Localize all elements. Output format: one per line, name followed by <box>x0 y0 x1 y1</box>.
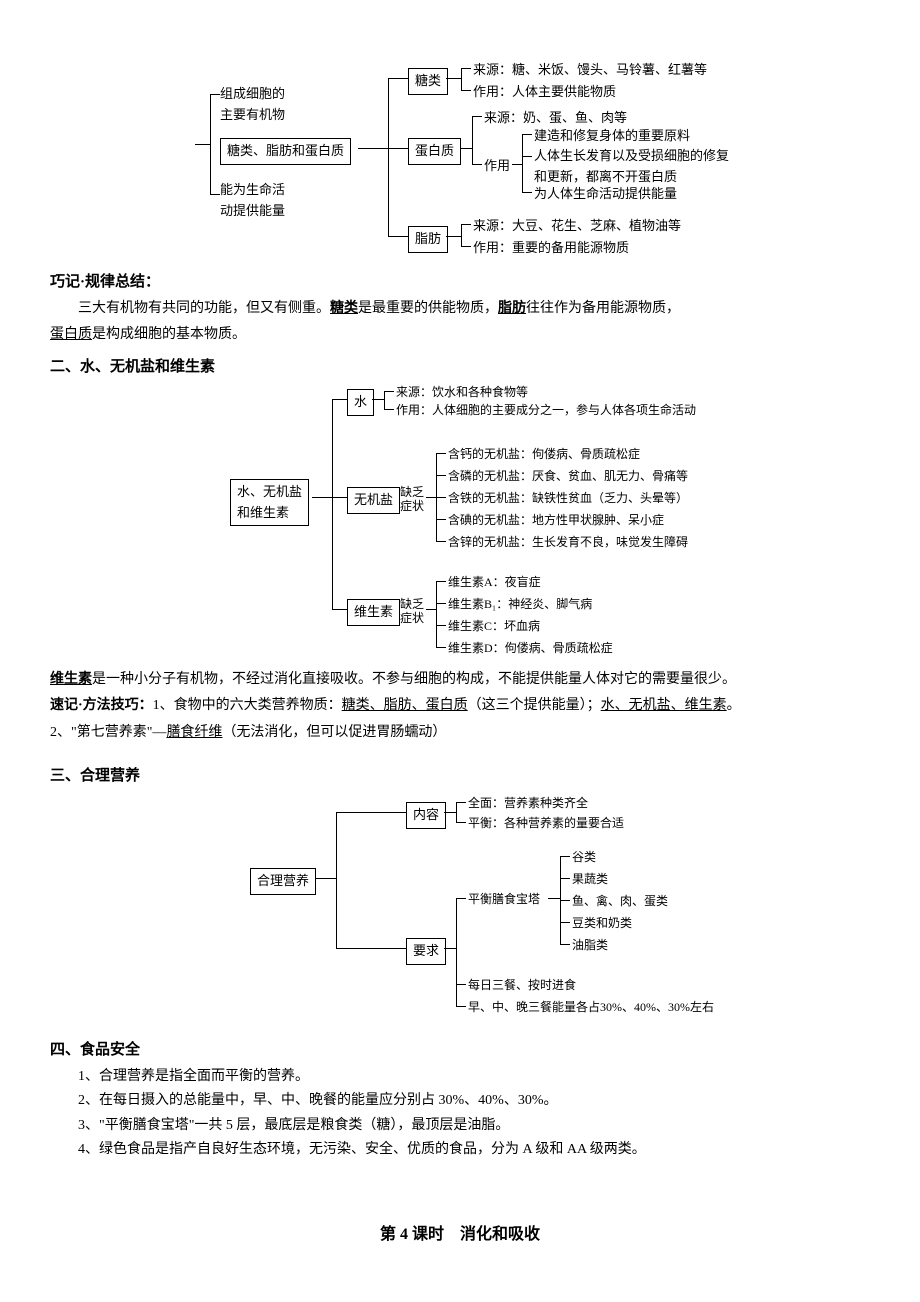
diagram-balanced-diet: 合理营养 内容 全面：营养素种类齐全 平衡：各种营养素的量要合适 要求 平衡膳食… <box>190 798 810 1018</box>
section3-title: 三、合理营养 <box>50 764 870 788</box>
d1-fat-func: 作用：重要的备用能源物质 <box>473 238 629 259</box>
d2-m4: 含碘的无机盐：地方性甲状腺肿、呆小症 <box>448 511 664 530</box>
section4-list: 1、合理营养是指全面而平衡的营养。 2、在每日摄入的总能量中，早、中、晚餐的能量… <box>78 1066 870 1162</box>
d2-v3: 维生素C：坏血病 <box>448 617 540 636</box>
d2-m1: 含钙的无机盐：佝偻病、骨质疏松症 <box>448 445 640 464</box>
tips-p1: 三大有机物有共同的功能，但又有侧重。糖类是最重要的供能物质，脂肪往往作为备用能源… <box>50 298 870 320</box>
quick-memo: 速记·方法技巧：1、食物中的六大类营养物质：糖类、脂肪、蛋白质（这三个提供能量）… <box>50 695 870 717</box>
d2-water: 水 <box>347 389 374 416</box>
d1-sugar-func: 作用：人体主要供能物质 <box>473 82 616 103</box>
d2-v4: 维生素D：佝偻病、骨质疏松症 <box>448 639 613 658</box>
s4-item1: 1、合理营养是指全面而平衡的营养。 <box>78 1066 870 1088</box>
d3-p5: 油脂类 <box>572 936 608 955</box>
d2-water-src: 来源：饮水和各种食物等 <box>396 383 528 402</box>
d2-vitamin: 维生素 <box>347 599 400 626</box>
d1-sugar: 糖类 <box>408 68 448 95</box>
d3-p2: 果蔬类 <box>572 870 608 889</box>
d1-center: 糖类、脂肪和蛋白质 <box>220 138 351 165</box>
d2-mineral-def: 缺乏症状 <box>400 485 424 514</box>
s4-item4: 4、绿色食品是指产自良好生态环境，无污染、安全、优质的食品，分为 A 级和 AA… <box>78 1139 870 1161</box>
section4-title: 四、食品安全 <box>50 1038 870 1062</box>
d2-vitamin-def: 缺乏症状 <box>400 597 424 626</box>
d3-p3: 鱼、禽、肉、蛋类 <box>572 892 668 911</box>
d3-req: 要求 <box>406 938 446 965</box>
d1-left1: 组成细胞的主要有机物 <box>220 84 285 126</box>
d2-mineral: 无机盐 <box>347 487 400 514</box>
fiber-para: 2、"第七营养素"—膳食纤维（无法消化，但可以促进胃肠蠕动） <box>50 722 870 744</box>
d3-r2: 每日三餐、按时进食 <box>468 976 576 995</box>
s4-item2: 2、在每日摄入的总能量中，早、中、晚餐的能量应分别占 30%、40%、30%。 <box>78 1090 870 1112</box>
d3-p4: 豆类和奶类 <box>572 914 632 933</box>
diagram-nutrients: 组成细胞的主要有机物 能为生命活动提供能量 糖类、脂肪和蛋白质 糖类 来源：糖、… <box>110 60 830 260</box>
tips-p2: 蛋白质是构成细胞的基本物质。 <box>50 324 870 346</box>
d3-c2: 平衡：各种营养素的量要合适 <box>468 814 624 833</box>
d3-pyramid: 平衡膳食宝塔 <box>468 890 540 909</box>
d3-content: 内容 <box>406 802 446 829</box>
d3-r3: 早、中、晚三餐能量各占30%、40%、30%左右 <box>468 998 714 1017</box>
next-lesson-title: 第 4 课时 消化和吸收 <box>50 1222 870 1248</box>
d3-c1: 全面：营养素种类齐全 <box>468 794 588 813</box>
d1-protein: 蛋白质 <box>408 138 461 165</box>
d2-m2: 含磷的无机盐：厌食、贫血、肌无力、骨痛等 <box>448 467 688 486</box>
d3-p1: 谷类 <box>572 848 596 867</box>
d1-protein-func-label: 作用 <box>484 156 510 177</box>
d1-sugar-src: 来源：糖、米饭、馒头、马铃薯、红薯等 <box>473 60 707 81</box>
d2-v1: 维生素A：夜盲症 <box>448 573 541 592</box>
d1-protein-f3: 为人体生命活动提供能量 <box>534 184 677 205</box>
diagram-water-minerals: 水、无机盐和维生素 水 来源：饮水和各种食物等 作用：人体细胞的主要成分之一，参… <box>150 389 850 659</box>
d1-protein-f1: 建造和修复身体的重要原料 <box>534 126 690 147</box>
d3-root: 合理营养 <box>250 868 316 895</box>
d1-fat-src: 来源：大豆、花生、芝麻、植物油等 <box>473 216 681 237</box>
section2-title: 二、水、无机盐和维生素 <box>50 355 870 379</box>
d2-water-func: 作用：人体细胞的主要成分之一，参与人体各项生命活动 <box>396 401 696 420</box>
d2-m3: 含铁的无机盐：缺铁性贫血（乏力、头晕等） <box>448 489 688 508</box>
d2-m5: 含锌的无机盐：生长发育不良，味觉发生障碍 <box>448 533 688 552</box>
s4-item3: 3、"平衡膳食宝塔"一共 5 层，最底层是粮食类（糖），最顶层是油脂。 <box>78 1115 870 1137</box>
d1-protein-f2: 人体生长发育以及受损细胞的修复和更新，都离不开蛋白质 <box>534 146 729 188</box>
d1-fat: 脂肪 <box>408 226 448 253</box>
vitamin-para: 维生素是一种小分子有机物，不经过消化直接吸收。不参与细胞的构成，不能提供能量人体… <box>50 669 870 691</box>
tips-title: 巧记·规律总结： <box>50 270 870 294</box>
d2-v2: 维生素B₁：神经炎、脚气病 <box>448 595 592 614</box>
d1-left2: 能为生命活动提供能量 <box>220 180 285 222</box>
d2-root: 水、无机盐和维生素 <box>230 479 309 527</box>
